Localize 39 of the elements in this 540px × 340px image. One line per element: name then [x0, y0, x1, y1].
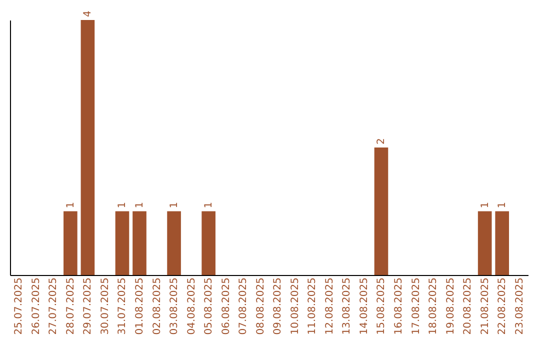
- x-tick-label: 04.08.2025: [186, 278, 198, 335]
- x-tick-label: 12.08.2025: [324, 278, 336, 335]
- x-tick-label: 22.08.2025: [497, 278, 508, 335]
- x-tick-label: 07.08.2025: [238, 278, 250, 335]
- x-tick-label: 18.08.2025: [428, 278, 440, 335]
- x-tick-label: 06.08.2025: [220, 278, 232, 335]
- x-tick-label: 29.07.2025: [82, 278, 94, 335]
- x-tick-label: 03.08.2025: [169, 278, 180, 335]
- x-tick-label: 11.08.2025: [307, 278, 318, 335]
- x-tick-label: 20.08.2025: [462, 278, 474, 335]
- x-tick-label: 10.08.2025: [290, 278, 301, 335]
- data-label: 1: [65, 202, 76, 208]
- x-tick-label: 30.07.2025: [100, 278, 111, 335]
- x-tick-label: 17.08.2025: [410, 278, 422, 335]
- data-label: 2: [376, 138, 388, 144]
- x-tick-label: 21.08.2025: [480, 278, 491, 335]
- x-tick-label: 13.08.2025: [342, 278, 353, 335]
- x-tick-label: 16.08.2025: [394, 278, 404, 335]
- data-label: 1: [480, 202, 491, 208]
- data-label: 1: [169, 202, 180, 208]
- data-label: 1: [117, 202, 128, 208]
- x-tick-label: 08.08.2025: [255, 278, 266, 335]
- x-tick-label: 25.07.2025: [14, 278, 25, 335]
- x-tick-label: 09.08.2025: [272, 278, 284, 335]
- data-label: 1: [204, 202, 215, 208]
- x-tick-label: 01.08.2025: [134, 278, 146, 335]
- x-tick-label: 19.08.2025: [445, 278, 456, 335]
- x-tick-label: 27.07.2025: [48, 278, 60, 335]
- x-tick-label: 26.07.2025: [30, 278, 42, 335]
- data-label: 1: [134, 202, 146, 208]
- x-tick-label: 23.08.2025: [514, 278, 526, 335]
- x-tick-label: 31.07.2025: [117, 278, 128, 335]
- x-tick-label: 28.07.2025: [65, 278, 76, 335]
- x-tick-label: 15.08.2025: [376, 278, 388, 335]
- x-tick-label: 02.08.2025: [152, 278, 163, 335]
- x-tick-label: 14.08.2025: [358, 278, 370, 335]
- data-label: 1: [497, 202, 508, 208]
- x-tick-label: 05.08.2025: [204, 278, 215, 335]
- data-label: 4: [82, 10, 94, 17]
